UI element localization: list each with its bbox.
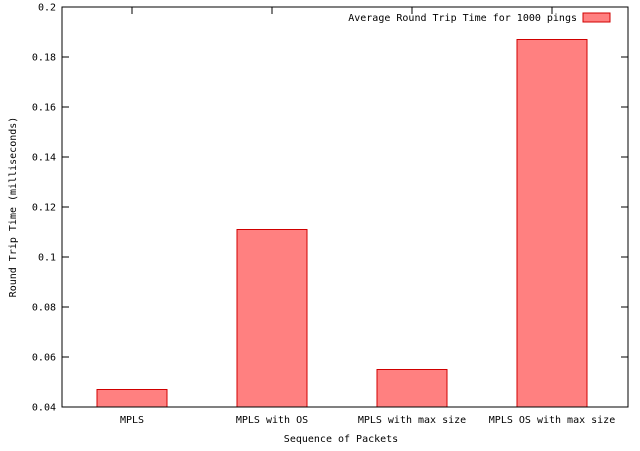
bar: [96, 389, 168, 408]
x-tick-label: MPLS OS with max size: [489, 415, 615, 426]
y-tick-label: 0.14: [32, 153, 56, 164]
y-axis-ticks: 0.04 0.06 0.08 0.1 0.12 0.14 0.16 0.18 0.2: [32, 3, 628, 414]
legend: Average Round Trip Time for 1000 pings: [348, 12, 611, 24]
bar: [236, 229, 308, 408]
bar: [376, 369, 448, 408]
x-tick-label: MPLS with max size: [358, 415, 466, 426]
y-tick-label: 0.08: [32, 303, 56, 314]
x-tick-label: MPLS: [120, 415, 144, 426]
x-axis-title: Sequence of Packets: [284, 434, 398, 445]
bars: [96, 39, 588, 408]
y-axis-title: Round Trip Time (milliseconds): [8, 117, 19, 298]
y-tick-label: 0.1: [38, 253, 56, 264]
y-tick-label: 0.18: [32, 53, 56, 64]
y-tick-label: 0.2: [38, 3, 56, 14]
y-tick-label: 0.16: [32, 103, 56, 114]
y-tick-label: 0.04: [32, 403, 56, 414]
legend-swatch: [582, 12, 611, 23]
x-tick-label: MPLS with OS: [236, 415, 308, 426]
x-axis-tick-labels: MPLS MPLS with OS MPLS with max size MPLS O…: [120, 415, 615, 426]
legend-label: Average Round Trip Time for 1000 pings: [348, 13, 577, 24]
y-tick-label: 0.12: [32, 203, 56, 214]
y-tick-label: 0.06: [32, 353, 56, 364]
plot-frame: [61, 6, 629, 408]
bar: [516, 39, 588, 408]
